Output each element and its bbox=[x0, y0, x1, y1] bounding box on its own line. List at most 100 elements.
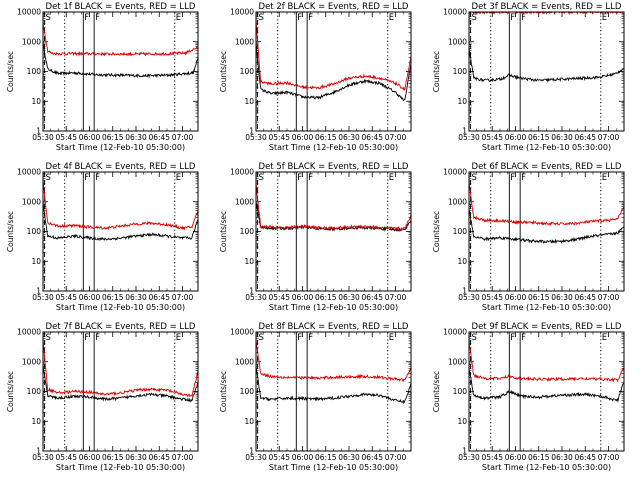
y-axis-label: Counts/sec bbox=[432, 371, 441, 412]
y-tick-label: 1 bbox=[249, 287, 254, 296]
marker-label: F bbox=[308, 173, 313, 183]
y-tick-label: 10 bbox=[31, 97, 41, 106]
plot-frame bbox=[255, 11, 412, 132]
x-tick-label: 05:45 bbox=[481, 453, 503, 462]
x-tick-label: 06:30 bbox=[551, 453, 573, 462]
series-events-line bbox=[42, 365, 199, 403]
plot-frame bbox=[468, 331, 625, 452]
marker-label: F bbox=[95, 173, 100, 183]
chart-title: Det 7f BLACK = Events, RED = LLD bbox=[46, 322, 196, 332]
y-tick-label: 100 bbox=[453, 387, 468, 396]
x-tick-label: 06:30 bbox=[125, 133, 147, 142]
y-tick-label: 10 bbox=[457, 257, 467, 266]
x-tick-label: 05:45 bbox=[481, 133, 503, 142]
y-tick-label: 1 bbox=[249, 447, 254, 456]
x-tick-label: 07:00 bbox=[385, 453, 407, 462]
series-lld-line bbox=[255, 20, 412, 92]
chart-panel-6: Det 6f BLACK = Events, RED = LLD Counts/s… bbox=[432, 162, 625, 312]
y-tick-label: 1000 bbox=[22, 197, 41, 206]
x-tick-label: 06:00 bbox=[292, 133, 314, 142]
marker-label: E bbox=[602, 173, 607, 183]
x-tick-label: 05:30 bbox=[458, 453, 480, 462]
x-tick-label: 06:30 bbox=[338, 293, 360, 302]
x-tick-label: 05:45 bbox=[55, 453, 77, 462]
y-tick-label: 100 bbox=[27, 227, 42, 236]
series-lld-line bbox=[42, 22, 199, 57]
chart-panel-3: Det 3f BLACK = Events, RED = LLD Counts/s… bbox=[432, 2, 625, 152]
y-tick-label: 1 bbox=[36, 447, 41, 456]
y-tick-label: 100 bbox=[27, 67, 42, 76]
y-tick-label: 1 bbox=[462, 287, 467, 296]
y-axis-label: Counts/sec bbox=[219, 211, 228, 252]
y-tick-label: 1 bbox=[36, 287, 41, 296]
y-axis-label: Counts/sec bbox=[6, 371, 15, 412]
chart-panel-2: Det 2f BLACK = Events, RED = LLD Counts/s… bbox=[219, 2, 412, 152]
y-tick-label: 10 bbox=[31, 417, 41, 426]
x-tick-label: 06:45 bbox=[148, 453, 170, 462]
x-tick-label: 07:00 bbox=[598, 293, 620, 302]
chart-panel-9: Det 9f BLACK = Events, RED = LLD Counts/s… bbox=[432, 322, 625, 472]
series-events-line bbox=[468, 368, 625, 403]
series-lld-line bbox=[468, 340, 625, 383]
x-tick-label: 06:45 bbox=[574, 293, 596, 302]
y-axis-label: Counts/sec bbox=[6, 51, 15, 92]
marker-label: E bbox=[389, 333, 394, 343]
series-lld-line bbox=[255, 182, 412, 232]
y-tick-label: 1000 bbox=[22, 357, 41, 366]
y-tick-label: 1000 bbox=[235, 37, 254, 46]
series-events-line bbox=[42, 203, 199, 242]
x-axis-label: Start Time (12-Feb-10 05:30:00) bbox=[269, 303, 398, 312]
x-tick-label: 05:30 bbox=[245, 133, 267, 142]
y-tick-label: 100 bbox=[240, 67, 255, 76]
y-tick-label: 10000 bbox=[443, 328, 467, 337]
x-tick-label: 06:00 bbox=[505, 133, 527, 142]
marker-label: F bbox=[95, 13, 100, 23]
x-axis-label: Start Time (12-Feb-10 05:30:00) bbox=[269, 143, 398, 152]
plot-frame bbox=[42, 171, 199, 292]
marker-label: S bbox=[46, 333, 51, 343]
marker-label: E bbox=[602, 333, 607, 343]
x-tick-label: 06:45 bbox=[148, 133, 170, 142]
y-tick-label: 100 bbox=[27, 387, 42, 396]
y-tick-label: 1 bbox=[462, 447, 467, 456]
y-tick-label: 10000 bbox=[17, 168, 41, 177]
x-tick-label: 06:15 bbox=[315, 453, 337, 462]
y-tick-label: 10000 bbox=[17, 8, 41, 17]
series-events-line bbox=[42, 44, 199, 79]
y-tick-label: 10 bbox=[457, 417, 467, 426]
x-tick-label: 07:00 bbox=[172, 133, 194, 142]
chart-title: Det 4f BLACK = Events, RED = LLD bbox=[46, 162, 196, 172]
y-tick-label: 10000 bbox=[443, 8, 467, 17]
x-tick-label: 06:15 bbox=[528, 133, 550, 142]
y-tick-label: 10 bbox=[457, 97, 467, 106]
y-tick-label: 1000 bbox=[235, 357, 254, 366]
marker-label: F bbox=[297, 13, 302, 23]
marker-label: S bbox=[46, 13, 51, 23]
marker-label: S bbox=[472, 13, 477, 23]
x-tick-label: 06:00 bbox=[79, 293, 101, 302]
marker-label: S bbox=[472, 173, 477, 183]
x-tick-label: 06:45 bbox=[148, 293, 170, 302]
marker-label: E bbox=[176, 13, 181, 23]
x-tick-label: 05:30 bbox=[32, 453, 54, 462]
y-tick-label: 1000 bbox=[235, 197, 254, 206]
marker-label: S bbox=[46, 173, 51, 183]
chart-panel-1: Det 1f BLACK = Events, RED = LLD Counts/s… bbox=[6, 2, 199, 152]
marker-label: E bbox=[602, 13, 607, 23]
x-tick-label: 07:00 bbox=[172, 453, 194, 462]
x-tick-label: 06:30 bbox=[551, 133, 573, 142]
chart-title: Det 2f BLACK = Events, RED = LLD bbox=[259, 2, 409, 12]
marker-label: F bbox=[521, 333, 526, 343]
x-tick-label: 06:00 bbox=[292, 453, 314, 462]
marker-label: F bbox=[510, 333, 515, 343]
y-tick-label: 10 bbox=[244, 417, 254, 426]
x-tick-label: 05:30 bbox=[245, 453, 267, 462]
x-axis-label: Start Time (12-Feb-10 05:30:00) bbox=[56, 303, 185, 312]
x-tick-label: 05:45 bbox=[268, 453, 290, 462]
y-tick-label: 10000 bbox=[443, 168, 467, 177]
y-tick-label: 100 bbox=[240, 387, 255, 396]
y-tick-label: 1 bbox=[36, 127, 41, 136]
y-tick-label: 10000 bbox=[17, 328, 41, 337]
marker-label: F bbox=[297, 173, 302, 183]
y-tick-label: 100 bbox=[453, 67, 468, 76]
